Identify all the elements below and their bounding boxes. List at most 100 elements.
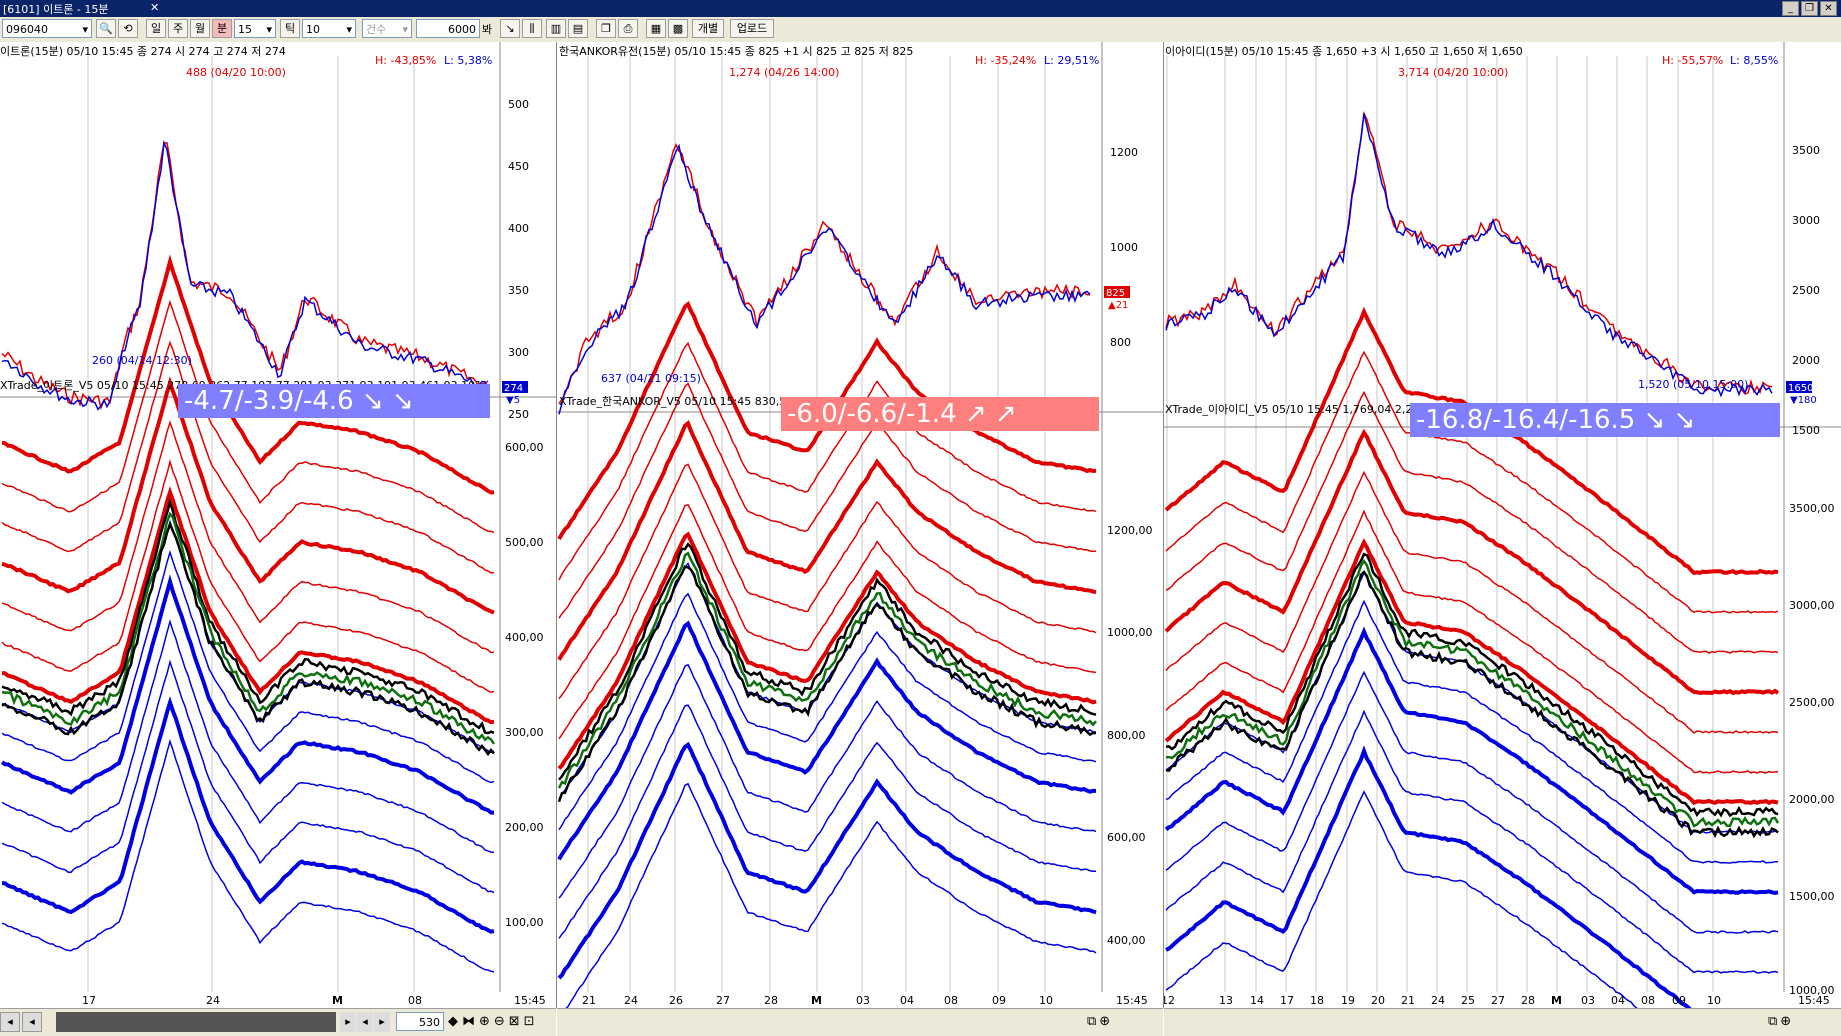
restore-button[interactable]: ❐ xyxy=(1801,1,1818,16)
indicator-tick-label: 2500,00 xyxy=(1789,696,1835,709)
indicator-tick-label: 3000,00 xyxy=(1789,599,1835,612)
week-button[interactable]: 주 xyxy=(168,19,188,38)
price-tick-label: 1000 xyxy=(1110,241,1138,254)
tab-close-icon[interactable]: ✕ xyxy=(150,1,160,14)
close-button[interactable]: ✕ xyxy=(1820,1,1837,16)
indicator-band xyxy=(1,420,495,654)
indicator-tick-label: 600,00 xyxy=(505,441,544,454)
indicator-band xyxy=(1,619,495,854)
bar-chart-icon[interactable]: ▥ xyxy=(546,19,566,38)
indicator-tick-label: 1200,00 xyxy=(1107,524,1153,537)
indicator-band xyxy=(1165,745,1692,1008)
count-input[interactable]: 6000 xyxy=(416,19,480,38)
chart-panel-1[interactable]: 500 450 400 350 300 250 600,00 500,00 400,00 300,… xyxy=(0,42,557,1008)
indicator-band xyxy=(0,574,495,815)
price-info: 이아이디(15분) 05/10 15:45 종 1,650 +3 시 1,650… xyxy=(1165,45,1523,58)
x-tick-label: 08 xyxy=(1641,994,1655,1007)
bottom-scroll-bar[interactable]: ◂ ◂ ▸ ◂ ▸ 530 ◆⧓⊕⊖⊠⊡ xyxy=(0,1008,556,1036)
rewind-icon[interactable]: ◂ xyxy=(357,1012,373,1032)
print-icon[interactable]: ⎙ xyxy=(618,19,638,38)
price-line-up xyxy=(1165,111,1773,395)
indicator-band xyxy=(557,620,1096,861)
price-line-up xyxy=(558,142,1091,405)
x-tick-label: 21 xyxy=(582,994,596,1007)
tick-select[interactable]: 10 ▾ xyxy=(302,19,356,38)
dropdown-arrow-icon[interactable]: ▾ xyxy=(402,23,408,36)
price-tick-label: 1200 xyxy=(1110,146,1138,159)
indicator-tick-label: 800,00 xyxy=(1107,729,1146,742)
stock-code-input[interactable]: 096040 ▾ xyxy=(2,19,92,38)
indicator-line xyxy=(1165,570,1779,839)
count-unit: 봐 xyxy=(482,23,493,36)
time-label: 15:45 xyxy=(1116,994,1148,1007)
indicator-band xyxy=(557,420,1097,661)
x-tick-label: 14 xyxy=(1250,994,1264,1007)
bottom-axis-bar: ⧉⊕ xyxy=(557,1008,1163,1036)
indicator-tick-label: 600,00 xyxy=(1107,831,1146,844)
indicator-band xyxy=(565,782,1097,1008)
indicator-band xyxy=(1,696,495,934)
day-button[interactable]: 일 xyxy=(146,19,166,38)
indicator-band xyxy=(1,549,495,784)
x-tick-label: 27 xyxy=(1491,994,1505,1007)
price-line-down xyxy=(1,139,489,411)
forward-icon[interactable]: ▸ xyxy=(374,1012,390,1032)
dropdown-arrow-icon[interactable]: ▾ xyxy=(266,23,272,36)
price-tick-label: 350 xyxy=(508,284,529,297)
chart-canvas[interactable]: 1200 1000 800 1200,00 1000,00 800,00 600,00 400… xyxy=(557,42,1163,1008)
current-price-text: 825 xyxy=(1106,288,1125,299)
price-tick-label: 500 xyxy=(508,98,529,111)
high-annotation: 3,714 (04/20 10:00) xyxy=(1398,66,1509,79)
price-change-text: ▼180 xyxy=(1790,395,1817,406)
chart-canvas[interactable]: 500 450 400 350 300 250 600,00 500,00 400,00 300,… xyxy=(0,42,556,1008)
minute-button[interactable]: 분 xyxy=(212,19,232,38)
low-pct: L: 29,51% xyxy=(1044,54,1100,67)
count-select[interactable]: 건수 ▾ xyxy=(362,19,412,38)
indicator-band xyxy=(1165,509,1779,774)
overview-scrollbar[interactable] xyxy=(56,1012,336,1032)
line-chart-icon[interactable]: ↘ xyxy=(500,19,520,38)
play-icon[interactable]: ▸ xyxy=(340,1012,356,1032)
separate-button[interactable]: 개별 xyxy=(692,19,724,38)
chart-panel-3[interactable]: 3500 3000 2500 2000 1500 3500,00 3000,00 2500,0… xyxy=(1164,42,1841,1008)
layout-icon[interactable]: ▦ xyxy=(646,19,666,38)
indicator-tick-label: 1000,00 xyxy=(1107,626,1153,639)
upload-button[interactable]: 업로드 xyxy=(730,19,774,38)
signal-banner: -6.0/-6.6/-1.4 ↗ ↗ xyxy=(781,397,1099,431)
indicator-band xyxy=(558,503,1097,740)
x-tick-label: 24 xyxy=(206,994,220,1007)
indicator-band xyxy=(1164,626,1779,895)
zoom-controls-icon[interactable]: ⧉⊕ xyxy=(1087,1014,1114,1029)
candle-chart-icon[interactable]: ⫼ xyxy=(522,19,542,38)
dropdown-arrow-icon[interactable]: ▾ xyxy=(82,23,88,36)
scroll-first-icon[interactable]: ◂ xyxy=(22,1012,42,1032)
refresh-icon[interactable]: ⟲ xyxy=(118,19,138,38)
grid-icon[interactable]: ▩ xyxy=(668,19,688,38)
chart-panel-2[interactable]: 1200 1000 800 1200,00 1000,00 800,00 600,00 400… xyxy=(557,42,1164,1008)
scroll-controls[interactable]: ▸ ◂ ▸ xyxy=(340,1012,394,1032)
search-icon[interactable]: 🔍 xyxy=(96,19,116,38)
indicator-band xyxy=(1165,390,1779,654)
copy-icon[interactable]: ❐ xyxy=(596,19,616,38)
price-tick-label: 2000 xyxy=(1792,354,1820,367)
tick-button[interactable]: 틱 xyxy=(280,19,300,38)
dropdown-arrow-icon[interactable]: ▾ xyxy=(346,23,352,36)
zoom-controls-icon[interactable]: ⧉⊕ xyxy=(1768,1014,1795,1029)
price-tick-label: 3000 xyxy=(1792,214,1820,227)
indicator-band xyxy=(558,341,1097,581)
x-tick-label: 03 xyxy=(1581,994,1595,1007)
x-tick-label: 19 xyxy=(1341,994,1355,1007)
month-button[interactable]: 월 xyxy=(190,19,210,38)
zoom-controls-icon[interactable]: ◆⧓⊕⊖⊠⊡ xyxy=(448,1014,539,1029)
x-tick-label: 17 xyxy=(1280,994,1294,1007)
chart-canvas[interactable]: 3500 3000 2500 2000 1500 3500,00 3000,00 2500,0… xyxy=(1164,42,1841,1008)
indicator-tick-label: 3500,00 xyxy=(1789,502,1835,515)
indicator-tick-label: 200,00 xyxy=(505,821,544,834)
scroll-count-input[interactable]: 530 xyxy=(396,1012,444,1031)
scroll-left-icon[interactable]: ◂ xyxy=(0,1012,20,1032)
minimize-button[interactable]: _ xyxy=(1782,1,1799,16)
volume-icon[interactable]: ▤ xyxy=(568,19,588,38)
title-bar: [6101] 이트론 - 15분 ✕ _ ❐ ✕ xyxy=(0,0,1841,17)
period-select[interactable]: 15 ▾ xyxy=(234,19,276,38)
price-tick-label: 800 xyxy=(1110,336,1131,349)
